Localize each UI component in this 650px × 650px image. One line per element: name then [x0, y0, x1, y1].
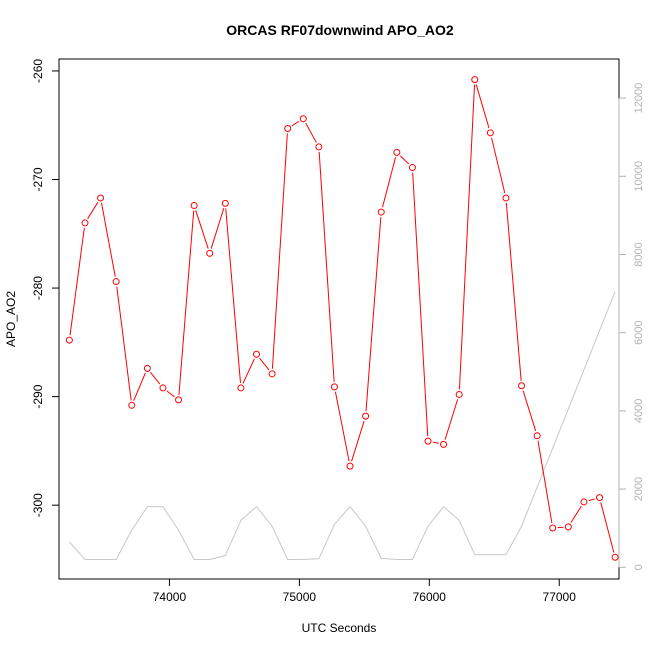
x-tick-label: 76000 — [413, 590, 447, 604]
series-left-point — [424, 437, 432, 445]
series-left-point — [486, 129, 494, 137]
series-left-point — [596, 494, 604, 502]
series-left-point — [315, 143, 323, 151]
series-left-segment — [458, 84, 476, 390]
series-layer — [65, 76, 619, 561]
series-left-point — [471, 76, 479, 84]
series-left-point — [330, 383, 338, 391]
series-right-line — [69, 291, 616, 560]
series-left-point — [190, 202, 198, 210]
chart-title: ORCAS RF07downwind APO_AO2 — [226, 22, 454, 38]
series-left-point — [440, 440, 448, 448]
series-left-segment — [318, 151, 335, 382]
series-left-segment — [291, 120, 300, 127]
series-left-segment — [166, 390, 175, 398]
series-left-segment — [382, 157, 397, 208]
series-left-segment — [537, 440, 553, 524]
series-left-segment — [412, 172, 429, 437]
series-left-segment — [69, 227, 85, 336]
series-left-point — [97, 194, 105, 202]
series-left-point — [362, 412, 370, 420]
series-left-point — [408, 164, 416, 172]
series-left-point — [549, 524, 557, 532]
y2-tick-label: 8000 — [633, 242, 645, 266]
series-left-segment — [87, 201, 99, 219]
series-left-segment — [491, 137, 506, 194]
series-left-segment — [101, 202, 116, 277]
series-left-point — [502, 194, 510, 202]
x-tick-label: 74000 — [153, 590, 187, 604]
series-left-segment — [444, 399, 459, 440]
series-left-segment — [570, 505, 582, 523]
series-left-segment — [225, 208, 241, 383]
series-left-segment — [150, 371, 161, 385]
series-left-point — [564, 523, 572, 531]
series-left-point — [81, 219, 89, 227]
y2-tick-label: 10000 — [633, 161, 645, 192]
series-left-segment — [178, 210, 195, 395]
series-left-segment — [588, 498, 595, 502]
y2-tick-label: 12000 — [633, 83, 645, 114]
series-left-segment — [505, 202, 522, 381]
series-left-point — [284, 124, 292, 132]
series-left-point — [128, 401, 136, 409]
plot-frame — [58, 58, 620, 580]
series-left-point — [533, 432, 541, 440]
series-left-segment — [475, 84, 490, 129]
series-left-point — [237, 384, 245, 392]
series-left-segment — [365, 217, 382, 412]
series-left-point — [221, 199, 229, 207]
series-left-segment — [305, 122, 317, 143]
series-left-segment — [210, 208, 225, 249]
y2-tick-label: 2000 — [633, 477, 645, 501]
y2-tick-label: 6000 — [633, 320, 645, 344]
series-left-point — [455, 390, 463, 398]
y2-tick-label: 0 — [633, 564, 645, 570]
series-left-point — [206, 249, 214, 257]
series-left-segment — [334, 391, 350, 462]
series-left-point — [377, 208, 385, 216]
series-left-point — [268, 370, 276, 378]
series-left-point — [580, 498, 588, 506]
series-left-point — [346, 462, 354, 470]
series-left-point — [252, 350, 260, 358]
series-left-segment — [271, 133, 288, 369]
series-left-point — [611, 553, 619, 561]
series-left-segment — [400, 155, 410, 165]
x-tick-label: 75000 — [283, 590, 317, 604]
y-tick-label: -290 — [31, 384, 45, 408]
series-left-segment — [259, 357, 270, 371]
series-left-segment — [116, 286, 132, 401]
series-left-point — [65, 336, 73, 344]
y-tick-label: -280 — [31, 276, 45, 300]
series-left-point — [112, 278, 120, 286]
x-tick-label: 77000 — [543, 590, 577, 604]
series-left-segment — [432, 441, 439, 444]
series-left-segment — [600, 502, 615, 553]
series-left-point — [143, 364, 151, 372]
series-left-segment — [195, 210, 209, 249]
series-left-segment — [351, 420, 365, 462]
axes: 74000 75000 76000 77000 -300 -290 -280 -270 -260… — [31, 59, 645, 604]
y-tick-label: -260 — [31, 59, 45, 83]
y-axis-label: APO_AO2 — [4, 291, 18, 347]
series-left-point — [175, 396, 183, 404]
y2-tick-label: 4000 — [633, 399, 645, 423]
series-left-point — [518, 382, 526, 390]
series-left-point — [299, 115, 307, 123]
series-left-segment — [242, 358, 255, 384]
y-tick-label: -270 — [31, 167, 45, 191]
series-left-segment — [522, 390, 537, 432]
series-left-point — [159, 384, 167, 392]
series-left-segment — [133, 372, 146, 401]
y-tick-label: -300 — [31, 493, 45, 517]
series-left-point — [393, 148, 401, 156]
x-axis-label: UTC Seconds — [302, 621, 377, 635]
